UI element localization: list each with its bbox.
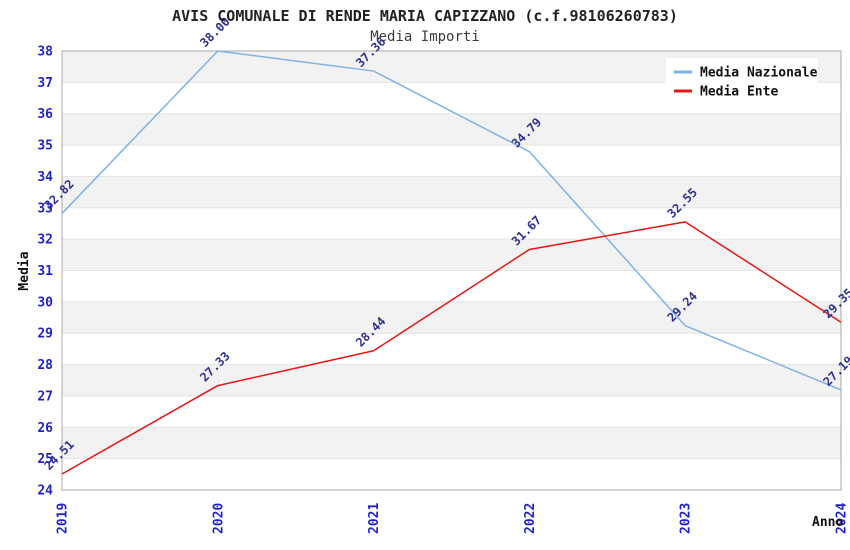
legend-label: Media Ente [700,85,778,100]
x-tick-label: 2021 [367,503,382,534]
y-tick-label: 27 [37,389,53,404]
y-axis-ticks: 24 25 26 27 28 29 30 31 32 33 34 35 36 37 38 [37,45,53,499]
y-tick-label: 38 [37,45,53,60]
y-tick-label: 37 [37,76,53,91]
band-stripe [62,239,841,271]
band-stripe [62,395,841,428]
x-tick-label: 2020 [211,503,226,534]
band-stripe [62,301,841,334]
y-tick-label: 25 [37,452,53,467]
band-stripe [62,427,841,459]
y-tick-label: 24 [37,484,53,499]
band-stripe [62,333,841,365]
x-tick-label: 2019 [56,503,71,534]
x-tick-label: 2022 [523,503,538,534]
band-stripe [62,113,841,146]
x-tick-label: 2024 [835,503,850,534]
chart-title: AVIS COMUNALE DI RENDE MARIA CAPIZZANO (… [172,7,678,25]
band-stripe [62,145,841,177]
y-tick-label: 28 [37,358,53,373]
x-axis-title: Anno [812,515,843,530]
plot-border [61,50,842,491]
y-tick-label: 32 [37,233,53,248]
y-tick-label: 30 [37,295,53,310]
legend-background [666,58,818,102]
band-stripe [62,176,841,208]
y-tick-label: 29 [37,327,53,342]
y-tick-label: 26 [37,421,53,436]
y-tick-label: 35 [37,139,53,154]
x-axis-ticks: 2019 2020 2021 2022 2023 2024 [56,503,850,534]
chart-subtitle: Media Importi [370,29,480,45]
band-stripe [62,270,841,302]
series-lines [61,50,842,475]
y-tick-label: 33 [37,201,53,216]
legend-label: Media Nazionale [700,66,818,81]
x-tick-label: 2023 [679,503,694,534]
series-line-media-nazionale [61,50,842,391]
band-stripe [62,207,841,240]
band-stripe [62,364,841,396]
series-line-media-ente [61,221,842,475]
y-axis-title: Media [17,251,32,290]
band-stripe [62,458,841,490]
y-tick-label: 34 [37,170,53,185]
y-tick-label: 31 [37,264,53,279]
legend: Media Nazionale Media Ente [666,58,818,102]
y-tick-label: 36 [37,107,53,122]
